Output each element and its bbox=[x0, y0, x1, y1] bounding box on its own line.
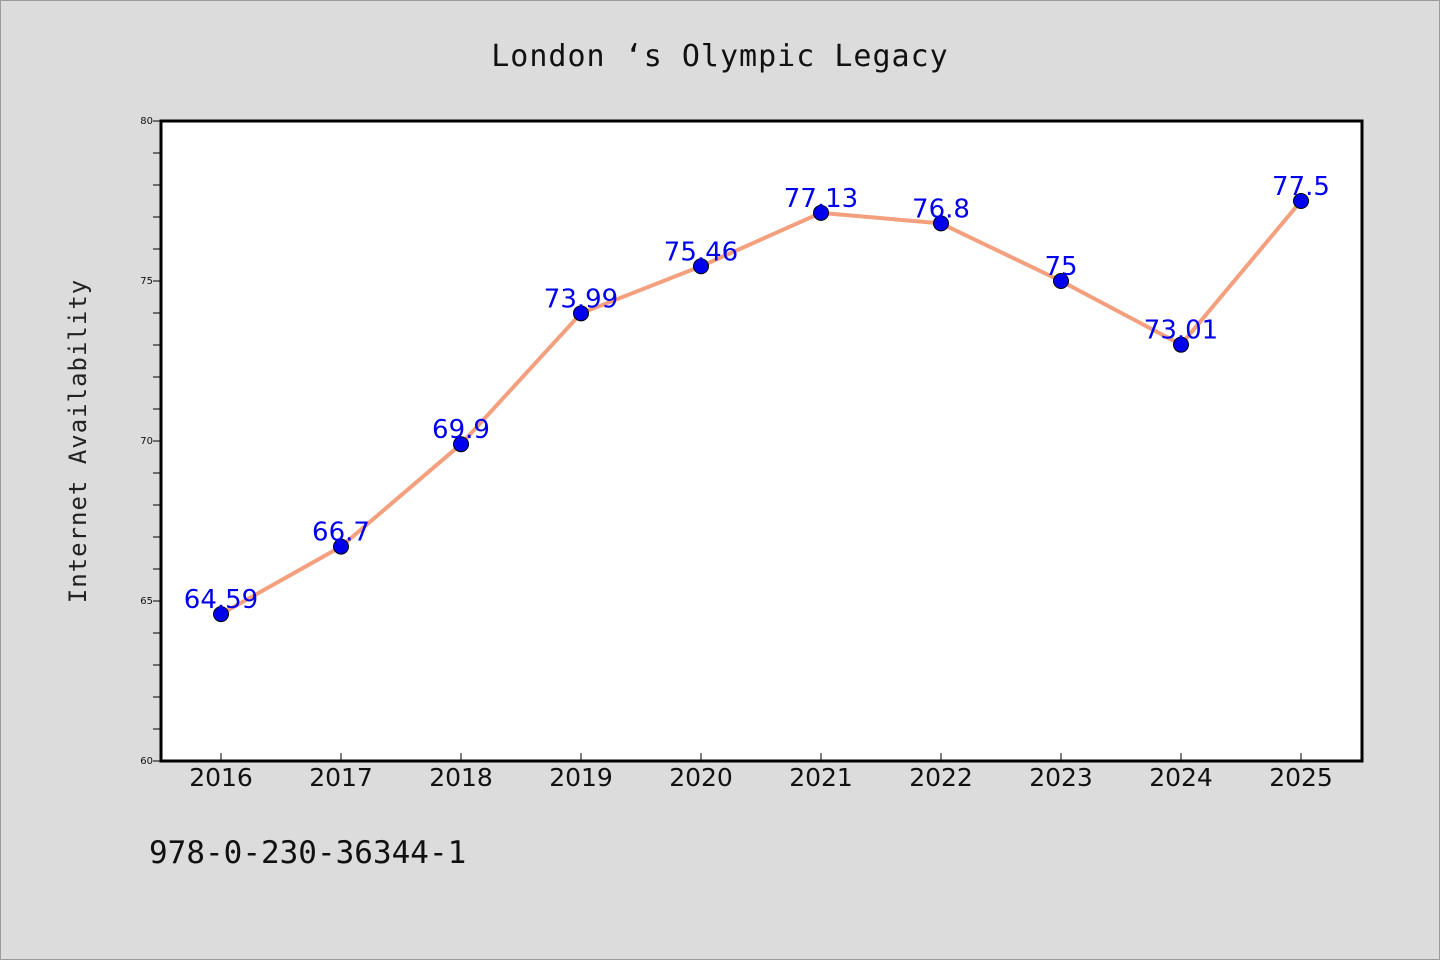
data-point bbox=[213, 606, 229, 623]
data-point bbox=[1173, 336, 1189, 353]
data-label: 75.46 bbox=[664, 237, 738, 267]
data-label: 73.99 bbox=[544, 284, 618, 314]
data-label: 64.59 bbox=[184, 585, 258, 615]
data-label: 73.01 bbox=[1144, 316, 1218, 346]
x-tick-label: 2019 bbox=[549, 763, 613, 792]
data-point bbox=[1293, 193, 1309, 209]
x-tick-label: 2023 bbox=[1029, 763, 1093, 792]
data-labels: 64.59 66.7 69.9 73.99 75.46 77.13 76.8 75 73.01 7… bbox=[184, 172, 1330, 615]
data-point bbox=[573, 305, 589, 322]
data-label: 69.9 bbox=[432, 415, 490, 445]
series-group bbox=[213, 193, 1309, 623]
y-tick-label: 70 bbox=[140, 436, 153, 447]
y-tick-label: 60 bbox=[140, 756, 153, 767]
y-axis: 60 65 70 75 80 bbox=[140, 116, 161, 767]
plot-area bbox=[159, 119, 1364, 763]
data-point bbox=[453, 436, 469, 453]
y-tick-label: 65 bbox=[140, 596, 153, 607]
footer-code: 978-0-230-36344-1 bbox=[149, 835, 467, 871]
data-label: 66.7 bbox=[312, 518, 370, 548]
y-tick-label: 75 bbox=[140, 276, 153, 287]
x-tick-label: 2021 bbox=[789, 763, 853, 792]
data-point bbox=[333, 538, 349, 555]
data-label: 76.8 bbox=[912, 194, 970, 224]
data-point bbox=[1053, 273, 1069, 289]
x-tick-label: 2024 bbox=[1149, 763, 1213, 792]
x-tick-label: 2022 bbox=[909, 763, 973, 792]
x-tick-label: 2025 bbox=[1269, 763, 1333, 792]
x-tick-label: 2016 bbox=[189, 763, 253, 792]
data-point bbox=[813, 204, 829, 221]
data-point bbox=[933, 215, 949, 232]
data-label: 77.5 bbox=[1272, 172, 1330, 202]
x-tick-label: 2017 bbox=[309, 763, 373, 792]
x-tick-label: 2018 bbox=[429, 763, 493, 792]
data-label: 75 bbox=[1044, 252, 1077, 282]
y-tick-label: 80 bbox=[140, 116, 153, 127]
x-tick-label: 2020 bbox=[669, 763, 733, 792]
data-point bbox=[693, 258, 709, 275]
series-line bbox=[220, 199, 1303, 616]
data-label: 77.13 bbox=[784, 184, 858, 214]
x-axis: 2016 2017 2018 2019 2020 2021 2022 2023 2024 2025 bbox=[189, 753, 1333, 792]
chart-title: London ‘s Olympic Legacy bbox=[491, 39, 949, 74]
